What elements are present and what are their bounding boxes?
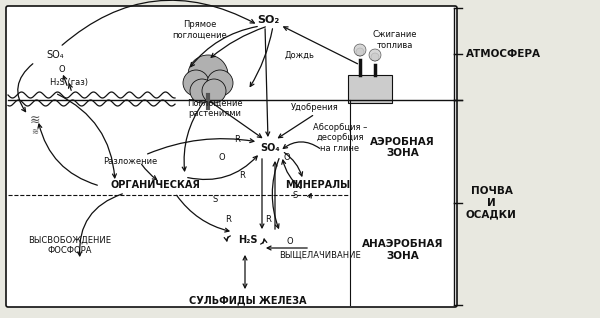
Text: ПОЧВА
И
ОСАДКИ: ПОЧВА И ОСАДКИ: [466, 186, 517, 219]
Circle shape: [190, 79, 214, 103]
Text: R: R: [265, 216, 271, 225]
Text: SO₄: SO₄: [46, 50, 64, 60]
Text: S: S: [292, 190, 298, 199]
Circle shape: [356, 48, 364, 56]
Text: Удобрения: Удобрения: [291, 103, 339, 113]
Text: ВЫСВОБОЖДЕНИЕ
ФОСФОРА: ВЫСВОБОЖДЕНИЕ ФОСФОРА: [29, 235, 112, 255]
Text: S: S: [212, 196, 218, 204]
Text: ≋: ≋: [30, 114, 40, 127]
Text: Сжигание
топлива: Сжигание топлива: [373, 30, 417, 50]
Text: Абсорбция –
десорбция
на глине: Абсорбция – десорбция на глине: [313, 123, 367, 153]
Text: Разложение: Разложение: [103, 157, 157, 167]
Text: ВЫЩЕЛАЧИВАНИЕ: ВЫЩЕЛАЧИВАНИЕ: [279, 251, 361, 259]
Text: H₂S: H₂S: [238, 235, 258, 245]
Text: R: R: [234, 135, 240, 144]
Text: R: R: [225, 216, 231, 225]
Circle shape: [188, 55, 228, 95]
Text: Прямое
поглощение: Прямое поглощение: [173, 20, 227, 40]
Circle shape: [183, 70, 209, 96]
Text: O: O: [59, 66, 65, 74]
Text: Дождь: Дождь: [285, 51, 315, 59]
Text: ОРГАНИЧЕСКАЯ: ОРГАНИЧЕСКАЯ: [110, 180, 200, 190]
Text: O: O: [218, 154, 226, 162]
Circle shape: [369, 49, 381, 61]
Text: O: O: [287, 238, 293, 246]
Text: SO₂: SO₂: [257, 15, 279, 25]
Text: АНАЭРОБНАЯ
ЗОНА: АНАЭРОБНАЯ ЗОНА: [362, 239, 443, 261]
Text: АТМОСФЕРА: АТМОСФЕРА: [466, 49, 541, 59]
FancyBboxPatch shape: [6, 6, 457, 307]
Circle shape: [371, 53, 379, 61]
Bar: [348, 75, 392, 103]
Text: SO₄: SO₄: [260, 143, 280, 153]
Text: МИНЕРАЛЫ: МИНЕРАЛЫ: [286, 180, 350, 190]
Text: АЭРОБНАЯ
ЗОНА: АЭРОБНАЯ ЗОНА: [370, 137, 435, 158]
Circle shape: [354, 44, 366, 56]
Text: H₂S (газ): H₂S (газ): [50, 78, 88, 86]
Circle shape: [207, 70, 233, 96]
Text: Поглощение
растениями: Поглощение растениями: [187, 98, 243, 118]
Text: СУЛЬФИДЫ ЖЕЛЕЗА: СУЛЬФИДЫ ЖЕЛЕЗА: [189, 295, 307, 305]
Text: ≋: ≋: [32, 128, 38, 136]
Text: O: O: [284, 154, 290, 162]
Text: R: R: [239, 170, 245, 179]
Circle shape: [202, 79, 226, 103]
